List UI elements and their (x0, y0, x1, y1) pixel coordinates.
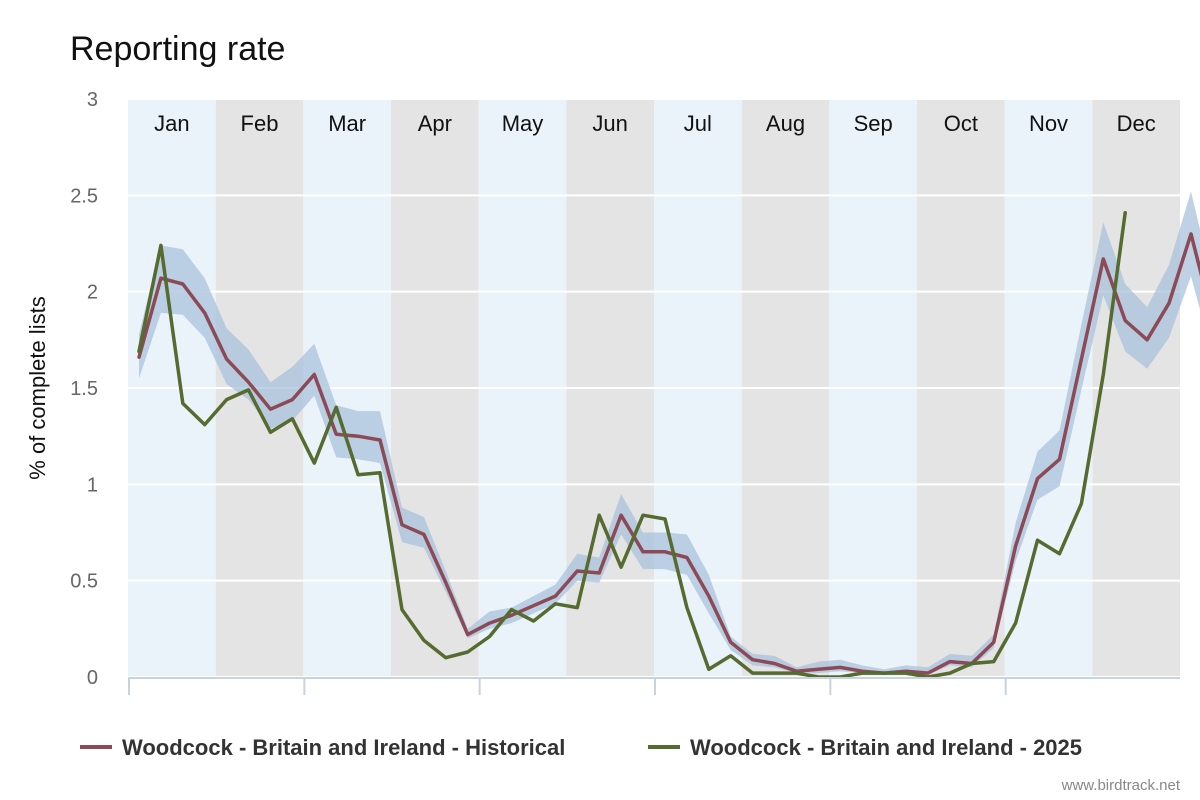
month-label-sep: Sep (854, 111, 893, 136)
month-label-oct: Oct (944, 111, 978, 136)
historical-confidence-band (139, 191, 1200, 676)
y-tick-label: 2 (87, 282, 98, 304)
x-axis (128, 677, 1180, 695)
month-label-jul: Jul (684, 111, 712, 136)
month-label-jun: Jun (592, 111, 627, 136)
month-label-may: May (502, 111, 544, 136)
y-tick-label: 1 (87, 474, 98, 496)
y-tick-label: 2.5 (70, 185, 98, 207)
month-label-jan: Jan (154, 111, 189, 136)
legend: Woodcock - Britain and Ireland - Histori… (80, 735, 1082, 760)
legend-item-historical[interactable]: Woodcock - Britain and Ireland - Histori… (80, 735, 565, 760)
month-label-dec: Dec (1117, 111, 1156, 136)
series-line-historical (137, 232, 1200, 675)
month-label-feb: Feb (241, 111, 279, 136)
month-label-apr: Apr (418, 111, 452, 136)
y-tick-label: 1.5 (70, 378, 98, 400)
y-tick-label: 3 (87, 89, 98, 111)
chart-title: Reporting rate (70, 30, 285, 68)
legend-label-historical: Woodcock - Britain and Ireland - Histori… (122, 735, 565, 760)
legend-item-2025[interactable]: Woodcock - Britain and Ireland - 2025 (648, 735, 1082, 760)
series-line-2025 (137, 210, 1127, 679)
confidence-band (139, 191, 1200, 676)
credit-link[interactable]: www.birdtrack.net (1061, 777, 1181, 794)
y-axis-label: % of complete lists (25, 296, 50, 479)
series-lines (137, 210, 1200, 679)
legend-label-2025: Woodcock - Britain and Ireland - 2025 (690, 735, 1082, 760)
month-label-aug: Aug (766, 111, 805, 136)
y-tick-label: 0 (87, 667, 98, 689)
y-tick-label: 0.5 (70, 571, 98, 593)
y-axis-ticks: 0 0.5 1 1.5 2 2.5 3 (70, 89, 98, 689)
month-label-mar: Mar (328, 111, 366, 136)
month-labels: Jan Feb Mar Apr May Jun Jul Aug Sep Oct Nov Dec (154, 111, 1156, 136)
month-label-nov: Nov (1029, 111, 1068, 136)
